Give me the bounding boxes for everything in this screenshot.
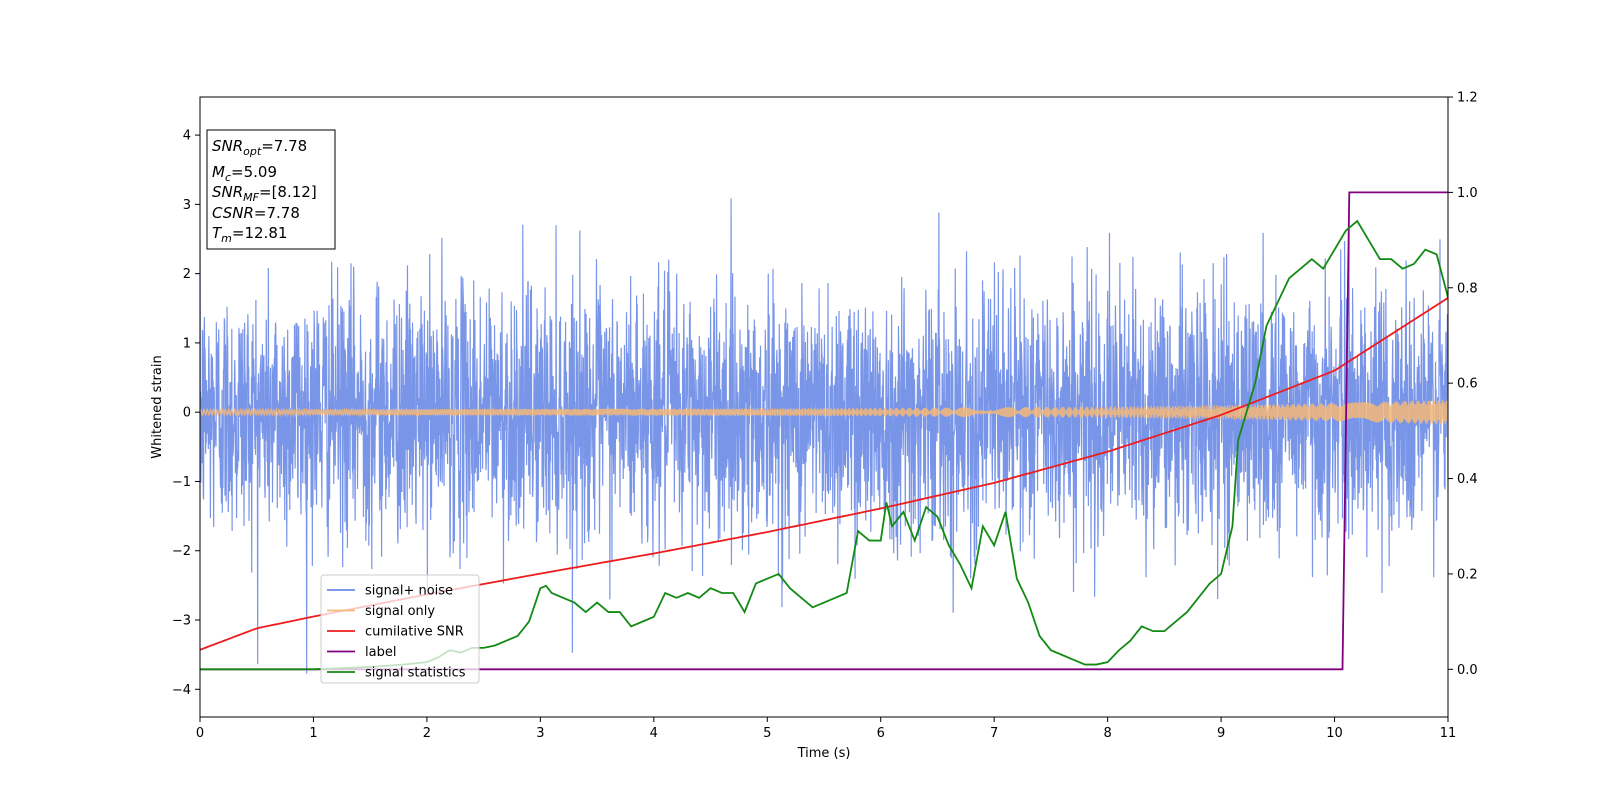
legend-entry: signal+ noise [365, 584, 453, 599]
x-tick-label: 4 [650, 726, 658, 741]
y-left-tick-label: 1 [183, 336, 191, 351]
y-right-tick-label: 0.8 [1457, 281, 1478, 296]
y-left-tick-label: 0 [183, 406, 191, 421]
label-line [200, 191, 1448, 671]
x-tick-label: 8 [1103, 726, 1111, 741]
legend-entry: cumilative SNR [365, 625, 464, 640]
x-tick-label: 6 [877, 726, 885, 741]
annotation-line: SNRMF=[8.12] [212, 183, 317, 204]
x-tick-label: 7 [990, 726, 998, 741]
y-axis-right: 0.0 0.2 0.4 0.6 0.8 1.0 1.2 [1448, 91, 1478, 678]
annotation-frame [206, 129, 336, 250]
label-series [200, 191, 1448, 671]
y-left-tick-label: 3 [183, 198, 191, 213]
x-tick-label: 10 [1326, 726, 1343, 741]
legend: signal+ noise signal only cumilative SNR la… [320, 574, 480, 684]
plot-frame [199, 96, 1449, 718]
y-axis-label: Whitened strain [150, 355, 165, 458]
y-right-tick-label: 0.0 [1457, 663, 1478, 678]
y-left-tick-label: −2 [172, 544, 191, 559]
x-tick-label: 11 [1440, 726, 1457, 741]
y-left-tick-label: 2 [183, 267, 191, 282]
y-right-tick-label: 1.0 [1457, 186, 1478, 201]
x-tick-label: 0 [196, 726, 204, 741]
legend-frame [320, 574, 480, 684]
y-right-tick-label: 0.6 [1457, 377, 1478, 392]
x-tick-label: 2 [423, 726, 431, 741]
signal-statistics-line [200, 219, 1448, 671]
legend-entry: signal only [365, 604, 435, 619]
x-tick-label: 9 [1217, 726, 1225, 741]
x-tick-label: 5 [763, 726, 771, 741]
y-right-tick-label: 1.2 [1457, 91, 1478, 106]
y-left-tick-label: −4 [172, 683, 191, 698]
annotation-line: Tm=12.81 [212, 224, 287, 245]
y-left-tick-label: −3 [172, 614, 191, 629]
x-tick-label: 3 [536, 726, 544, 741]
y-left-tick-label: −1 [172, 475, 191, 490]
x-axis-label: Time (s) [797, 746, 851, 761]
signal-plus-noise-line [200, 198, 1448, 674]
legend-entry: signal statistics [365, 666, 466, 681]
y-axis-left: −4 −3 −2 −1 0 1 2 3 4 [172, 129, 200, 698]
y-left-tick-label: 4 [183, 129, 191, 144]
annotation-line: SNRopt=7.78 [212, 137, 307, 158]
legend-entry: label [365, 645, 396, 660]
y-right-tick-label: 0.4 [1457, 472, 1478, 487]
signal-plus-noise-series [200, 198, 1448, 674]
annotation-line: CSNR=7.78 [212, 204, 300, 222]
annotation-line: Mc=5.09 [212, 163, 277, 184]
x-axis: 0 1 2 3 4 5 6 7 8 9 10 11 [196, 717, 1456, 741]
x-tick-label: 1 [309, 726, 317, 741]
y-right-tick-label: 0.2 [1457, 567, 1478, 582]
signal-statistics-series [200, 219, 1448, 671]
